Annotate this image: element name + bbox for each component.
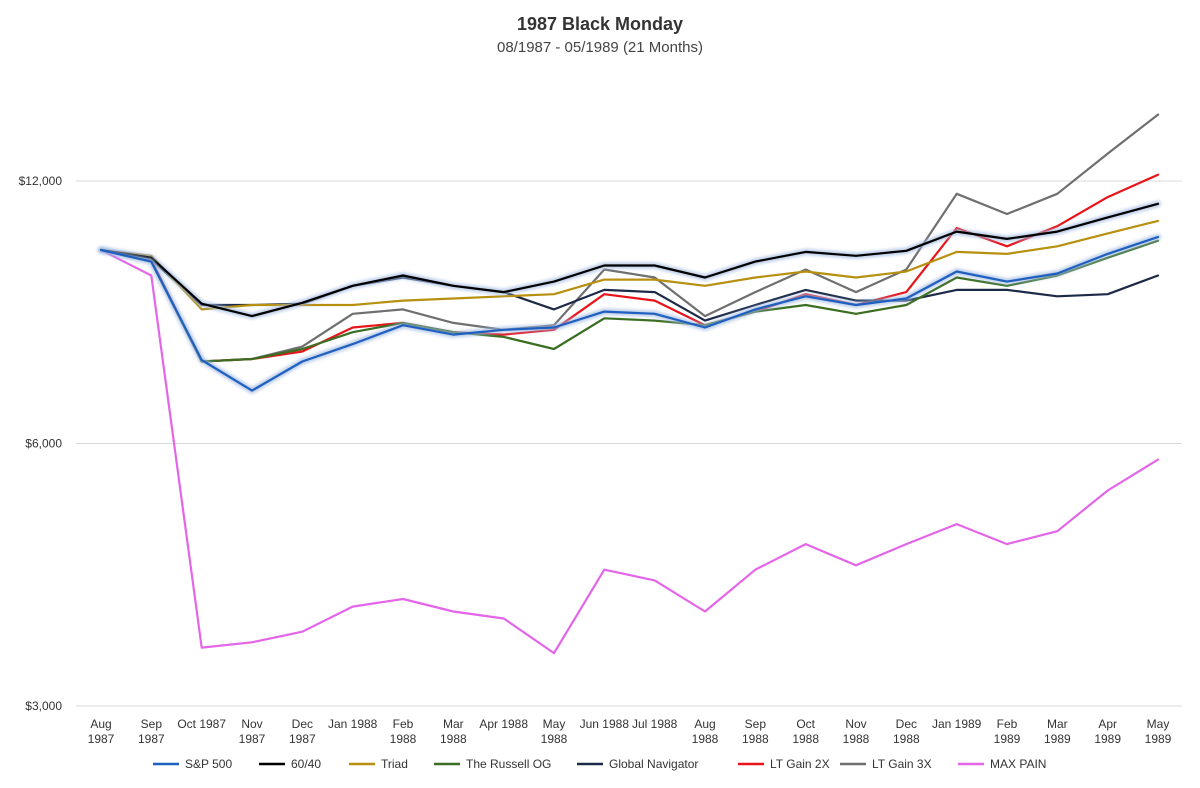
x-tick-label-20: Apr 1989	[1094, 717, 1121, 746]
x-tick-label-1: Sep 1987	[138, 717, 165, 746]
x-tick-label-6: Feb 1988	[390, 717, 417, 746]
series-line-max-pain	[99, 248, 1160, 655]
x-tick-label-8: Apr 1988	[479, 717, 528, 731]
y-tick-label-0: $3,000	[25, 699, 62, 713]
series-line-triad	[99, 219, 1160, 311]
chart-title: 1987 Black Monday	[517, 14, 683, 34]
x-tick-label-18: Feb 1989	[994, 717, 1021, 746]
grid-layer	[76, 180, 1182, 707]
series-line-60-40	[99, 202, 1160, 318]
x-tick-label-5: Jan 1988	[328, 717, 378, 731]
x-tick-label-16: Dec 1988	[893, 717, 920, 746]
x-tick-label-21: May 1989	[1145, 717, 1172, 746]
x-tick-label-9: May 1988	[541, 717, 568, 746]
x-tick-label-15: Nov 1988	[843, 717, 870, 746]
series-line-the-russell-og	[99, 239, 1160, 363]
legend-item-s-p-500: S&P 500	[153, 757, 232, 771]
y-tick-label-2: $12,000	[19, 174, 63, 188]
series-glow-60-40	[98, 200, 1161, 320]
series-line-s-p-500	[99, 235, 1160, 392]
series-line-lt-gain-3x	[99, 113, 1160, 363]
x-tick-label-19: Mar 1989	[1044, 717, 1071, 746]
x-tick-label-0: Aug 1987	[88, 717, 115, 746]
series-layer	[98, 113, 1161, 655]
legend-item-triad: Triad	[349, 757, 408, 771]
legend-label-triad: Triad	[381, 757, 408, 771]
y-axis-ticks: $3,000 $6,000 $12,000	[19, 174, 63, 713]
x-axis-ticks: Aug 1987 Sep 1987 Oct 1987 Nov 1987 Dec 1987 Jan …	[88, 717, 1172, 746]
legend-label-60-40: 60/40	[291, 757, 321, 771]
x-tick-label-17: Jan 1989	[932, 717, 982, 731]
x-tick-label-10: Jun 1988	[580, 717, 630, 731]
legend-item-max-pain: MAX PAIN	[958, 757, 1046, 771]
x-tick-label-2: Oct 1987	[177, 717, 226, 731]
legend-label-s-p-500: S&P 500	[185, 757, 232, 771]
x-tick-label-14: Oct 1988	[792, 717, 819, 746]
legend-item-lt-gain-3x: LT Gain 3X	[840, 757, 932, 771]
legend-item-global-navigator: Global Navigator	[577, 757, 698, 771]
x-tick-label-3: Nov 1987	[239, 717, 266, 746]
y-tick-label-1: $6,000	[25, 437, 62, 451]
legend-label-max-pain: MAX PAIN	[990, 757, 1046, 771]
x-tick-label-13: Sep 1988	[742, 717, 769, 746]
legend-item-lt-gain-2x: LT Gain 2X	[738, 757, 830, 771]
legend-label-the-russell-og: The Russell OG	[466, 757, 551, 771]
x-tick-label-12: Aug 1988	[692, 717, 719, 746]
legend-item-60-40: 60/40	[259, 757, 321, 771]
legend-item-the-russell-og: The Russell OG	[434, 757, 551, 771]
legend: S&P 500 60/40 Triad The Russell OG Global Na…	[153, 757, 1046, 771]
chart-subtitle: 08/1987 - 05/1989 (21 Months)	[497, 39, 703, 56]
legend-label-lt-gain-3x: LT Gain 3X	[872, 757, 932, 771]
x-tick-label-4: Dec 1987	[289, 717, 316, 746]
legend-label-lt-gain-2x: LT Gain 2X	[770, 757, 830, 771]
legend-label-global-navigator: Global Navigator	[609, 757, 698, 771]
x-tick-label-11: Jul 1988	[632, 717, 678, 731]
x-tick-label-7: Mar 1988	[440, 717, 467, 746]
